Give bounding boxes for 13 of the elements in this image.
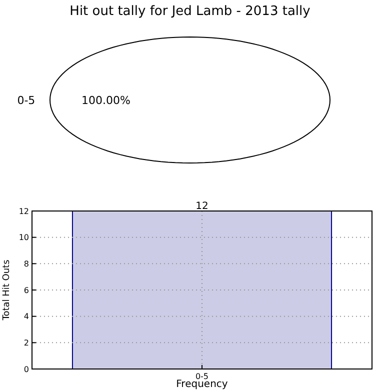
y-tick-label: 10	[18, 233, 29, 242]
data-label: 100.00%	[82, 94, 130, 107]
y-tick-label: 8	[24, 259, 29, 268]
x-axis-title: Frequency	[176, 379, 228, 390]
y-tick-label: 0	[24, 364, 29, 374]
chart-title: Hit out tally for Jed Lamb - 2013 tally	[70, 4, 311, 19]
y-tick-label: 4	[24, 312, 29, 322]
y-tick-label: 2	[24, 338, 29, 348]
y-tick-label: 6	[24, 286, 29, 295]
y-tick-label: 12	[18, 206, 29, 216]
y-axis-title: Total Hit Outs	[2, 259, 12, 322]
slice-label: 0-5	[17, 94, 36, 107]
data-label: 12	[196, 201, 208, 212]
